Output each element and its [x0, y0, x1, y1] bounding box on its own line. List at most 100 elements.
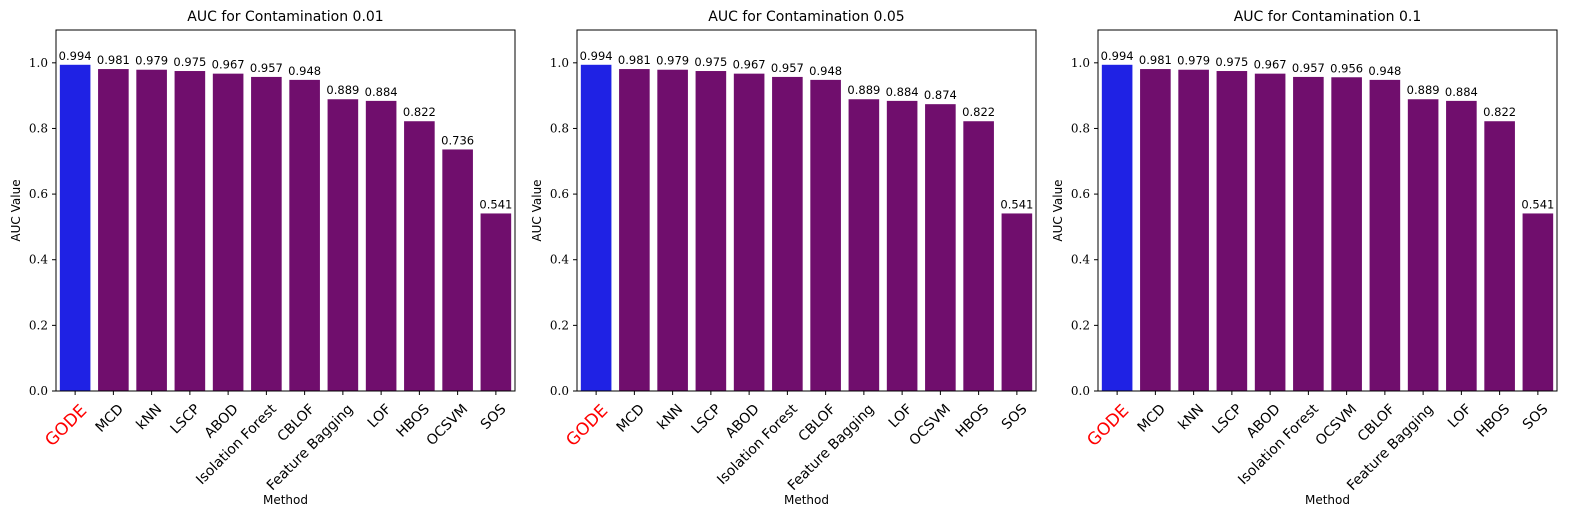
- axes-frame: [576, 29, 1037, 392]
- data-label: 0.889: [326, 83, 359, 97]
- bar-sos: [1001, 213, 1033, 391]
- data-label: 0.957: [1292, 61, 1325, 75]
- bar-mcd: [1140, 69, 1171, 391]
- bar-abod: [733, 73, 765, 391]
- data-label: 0.994: [1101, 49, 1134, 63]
- chart-title: AUC for Contamination 0.01: [187, 9, 383, 25]
- bar-lof: [886, 100, 918, 392]
- bar-knn: [1178, 69, 1209, 392]
- y-axis-label: AUC Value: [530, 179, 544, 241]
- y-tick-label: 0.6: [29, 187, 48, 201]
- data-label: 0.822: [403, 105, 436, 119]
- bar-gode: [59, 64, 91, 392]
- chart-panel-2: AUC for Contamination 0.05 0.994 0.981 0.97…: [530, 9, 1037, 507]
- data-label: 0.541: [479, 197, 512, 211]
- y-tick-label: 0.0: [1071, 384, 1090, 398]
- bar-isolation-forest: [1293, 76, 1324, 392]
- bar-feature-bagging: [327, 99, 359, 391]
- data-label: 0.975: [1215, 55, 1248, 69]
- y-tick-label: 0.4: [1071, 253, 1090, 267]
- y-tick-label: 0.2: [1071, 318, 1090, 332]
- data-label: 0.981: [618, 53, 651, 67]
- data-label: 0.884: [886, 85, 919, 99]
- data-label: 0.541: [1521, 197, 1554, 211]
- x-axis-label: Method: [263, 493, 308, 507]
- bar-isolation-forest: [251, 76, 282, 392]
- data-label: 0.967: [733, 58, 766, 72]
- bar-lof: [1446, 100, 1477, 392]
- x-axis-label: Method: [784, 493, 829, 507]
- bar-cblof: [1369, 79, 1401, 391]
- bar-abod: [1254, 73, 1286, 391]
- data-label: 0.957: [771, 61, 804, 75]
- bar-isolation-forest: [772, 76, 803, 392]
- y-tick-label: 1.0: [29, 56, 48, 70]
- data-label: 0.975: [694, 55, 727, 69]
- data-label: 0.541: [1000, 197, 1033, 211]
- data-label: 0.822: [1483, 105, 1516, 119]
- data-label: 0.979: [1177, 54, 1210, 68]
- bar-knn: [657, 69, 688, 392]
- bar-lscp: [695, 71, 727, 391]
- bar-hbos: [404, 121, 435, 391]
- data-label: 0.948: [809, 64, 842, 78]
- data-label: 0.948: [288, 64, 321, 78]
- chart-title: AUC for Contamination 0.1: [1234, 9, 1422, 25]
- bar-knn: [136, 69, 167, 392]
- bar-lscp: [174, 71, 206, 391]
- data-label: 0.889: [847, 83, 880, 97]
- bar-abod: [212, 73, 244, 391]
- y-tick-label: 0.6: [550, 187, 569, 201]
- data-label: 0.884: [1445, 85, 1478, 99]
- y-tick-label: 0.8: [1071, 121, 1090, 135]
- bar-hbos: [1484, 121, 1515, 391]
- data-label: 0.979: [135, 54, 168, 68]
- bar-feature-bagging: [1407, 99, 1439, 391]
- x-axis-label: Method: [1305, 493, 1350, 507]
- bar-feature-bagging: [848, 99, 880, 391]
- axes-frame: [55, 29, 516, 392]
- data-label: 0.967: [212, 58, 245, 72]
- y-tick-label: 1.0: [550, 56, 569, 70]
- y-tick-label: 0.0: [550, 384, 569, 398]
- data-label: 0.994: [580, 49, 613, 63]
- data-label: 0.981: [1139, 53, 1172, 67]
- bar-mcd: [619, 69, 650, 391]
- bar-sos: [1522, 213, 1554, 391]
- bar-lof: [365, 100, 397, 392]
- y-tick-label: 0.0: [29, 384, 48, 398]
- y-tick-label: 0.6: [1071, 187, 1090, 201]
- data-label: 0.981: [97, 53, 130, 67]
- bar-ocsvm: [925, 104, 956, 391]
- bar-cblof: [810, 79, 841, 391]
- data-label: 0.884: [365, 85, 398, 99]
- y-axis-label: AUC Value: [1051, 179, 1065, 241]
- data-label: 0.736: [441, 133, 474, 147]
- y-tick-label: 0.4: [550, 253, 569, 267]
- bar-gode: [580, 64, 612, 392]
- y-tick-label: 0.8: [29, 121, 48, 135]
- data-label: 0.994: [59, 49, 92, 63]
- bar-hbos: [963, 121, 994, 391]
- bar-mcd: [98, 69, 129, 391]
- y-tick-label: 0.2: [550, 318, 569, 332]
- y-tick-label: 1.0: [1071, 56, 1090, 70]
- data-label: 0.948: [1368, 64, 1401, 78]
- data-label: 0.975: [173, 55, 206, 69]
- y-axis-label: AUC Value: [9, 179, 23, 241]
- data-label: 0.822: [962, 105, 995, 119]
- bar-cblof: [289, 79, 320, 391]
- y-tick-label: 0.8: [550, 121, 569, 135]
- bar-ocsvm: [1331, 77, 1362, 391]
- bar-ocsvm: [442, 149, 473, 391]
- chart-title: AUC for Contamination 0.05: [708, 9, 904, 25]
- y-tick-label: 0.4: [29, 253, 48, 267]
- data-label: 0.874: [924, 88, 957, 102]
- data-label: 0.967: [1254, 58, 1287, 72]
- data-label: 0.957: [250, 61, 283, 75]
- y-tick-label: 0.2: [29, 318, 48, 332]
- axes-frame: [1097, 29, 1558, 392]
- data-label: 0.889: [1407, 83, 1440, 97]
